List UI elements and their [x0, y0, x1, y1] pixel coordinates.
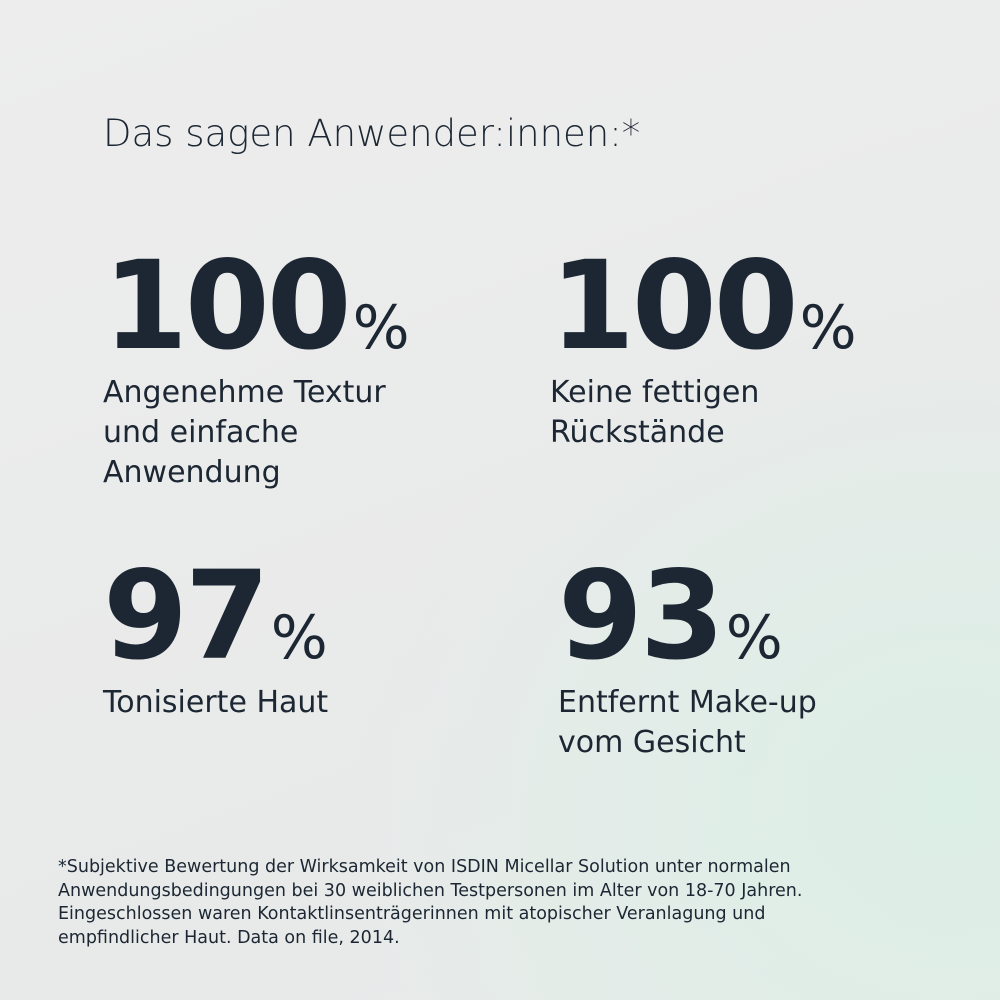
- stat-unit: %: [725, 603, 783, 673]
- label-line: Angenehme Textur: [103, 375, 386, 410]
- label-line: und einfache: [103, 415, 299, 450]
- label-line: Anwendung: [103, 455, 281, 490]
- stat-unit: %: [799, 293, 857, 363]
- stat-label: Angenehme Textur und einfache Anwendung: [103, 373, 410, 493]
- footnote-line: Anwendungsbedingungen bei 30 weiblichen …: [58, 880, 803, 901]
- stat-label: Entfernt Make-up vom Gesicht: [558, 683, 817, 763]
- label-line: vom Gesicht: [558, 725, 746, 760]
- label-line: Entfernt Make-up: [558, 685, 817, 720]
- stat-value: 93%: [558, 555, 817, 677]
- label-line: Tonisierte Haut: [103, 685, 329, 720]
- stat: 97% Tonisierte Haut: [103, 555, 328, 723]
- stat-value: 97%: [103, 555, 328, 677]
- stat-label: Keine fettigen Rückstände: [550, 373, 857, 453]
- footnote: *Subjektive Bewertung der Wirksamkeit vo…: [58, 856, 802, 950]
- title: Das sagen Anwender:innen:*: [103, 112, 641, 155]
- footnote-line: Eingeschlossen waren Kontaktlinsenträger…: [58, 904, 766, 924]
- stat-number: 97: [103, 545, 270, 687]
- stat-number: 100: [550, 235, 799, 377]
- footnote-line: empfindlicher Haut. Data on file, 2014.: [58, 927, 400, 948]
- stat: 100% Keine fettigen Rückstände: [550, 245, 857, 453]
- stat-value: 100%: [550, 245, 857, 367]
- stat-value: 100%: [103, 245, 410, 367]
- label-line: Rückstände: [550, 415, 725, 450]
- stat-unit: %: [270, 603, 328, 673]
- stat: 93% Entfernt Make-up vom Gesicht: [558, 555, 817, 763]
- stat-number: 93: [558, 545, 725, 687]
- stat-number: 100: [103, 235, 352, 377]
- stat-unit: %: [352, 293, 410, 363]
- label-line: Keine fettigen: [550, 375, 760, 410]
- footnote-line: *Subjektive Bewertung der Wirksamkeit vo…: [58, 857, 791, 877]
- stat: 100% Angenehme Textur und einfache Anwendun…: [103, 245, 410, 493]
- stat-label: Tonisierte Haut: [103, 683, 328, 723]
